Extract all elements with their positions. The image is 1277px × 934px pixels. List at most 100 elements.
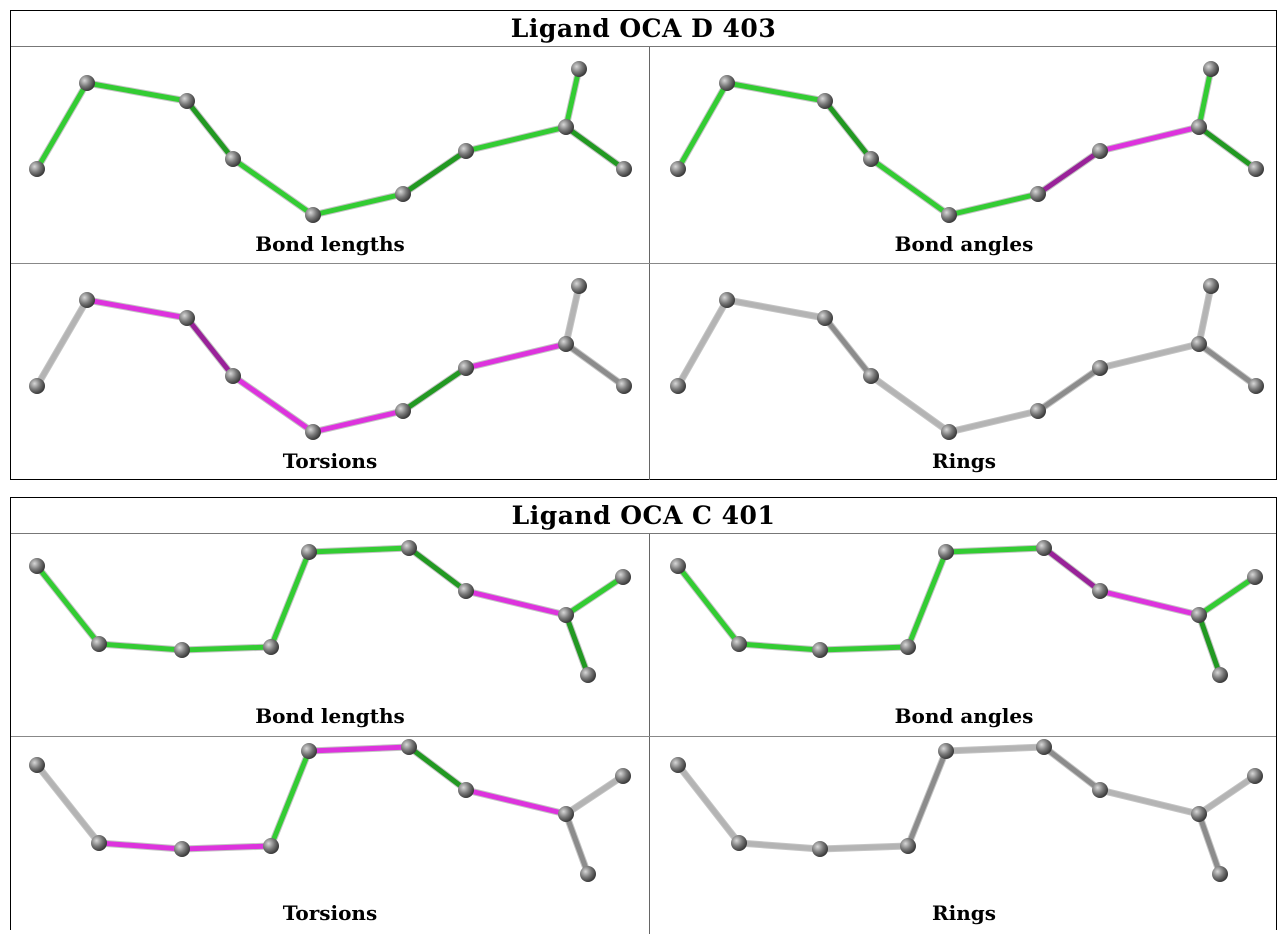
ligand-title: Ligand OCA D 403: [11, 11, 1276, 47]
atom: [225, 151, 241, 167]
row-divider: [11, 263, 1276, 264]
panel-torsions: Torsions: [11, 264, 649, 480]
bond: [463, 787, 569, 817]
atom: [458, 360, 474, 376]
atom: [1030, 186, 1046, 202]
bond: [1196, 124, 1259, 172]
atom: [580, 667, 596, 683]
atom: [263, 838, 279, 854]
atom: [458, 782, 474, 798]
column-divider: [649, 534, 650, 934]
atom: [174, 841, 190, 857]
bond: [1035, 148, 1103, 197]
bond: [400, 365, 469, 414]
bond: [675, 80, 730, 172]
atom: [731, 636, 747, 652]
bond: [822, 315, 874, 379]
atom: [938, 743, 954, 759]
bond: [1196, 574, 1258, 618]
panel-bond-lengths: Bond lengths: [11, 47, 649, 263]
panel-caption: Rings: [931, 901, 996, 925]
atom: [1247, 768, 1263, 784]
panel-caption: Bond angles: [894, 232, 1034, 256]
bond: [868, 373, 952, 435]
bond: [905, 748, 949, 849]
bond: [179, 843, 274, 852]
atom: [616, 161, 632, 177]
atom: [91, 636, 107, 652]
atom: [305, 424, 321, 440]
bond: [822, 98, 874, 162]
molecule-graph: [670, 278, 1264, 440]
atom: [1212, 667, 1228, 683]
atom: [79, 292, 95, 308]
bond: [34, 563, 102, 647]
bond: [736, 840, 823, 852]
atom: [900, 838, 916, 854]
bond: [1196, 773, 1258, 817]
bond: [563, 811, 591, 877]
atom: [1191, 806, 1207, 822]
bond: [406, 744, 469, 793]
bond: [463, 341, 569, 371]
atom: [615, 569, 631, 585]
bond: [724, 80, 828, 104]
atom: [263, 639, 279, 655]
bond: [1196, 811, 1223, 877]
ligand-title: Ligand OCA C 401: [11, 498, 1276, 534]
ligand-table-oca-d-403: Ligand OCA D 403 Bond lengths Bond angle…: [10, 10, 1277, 480]
atom: [1092, 360, 1108, 376]
molecule-graph: [29, 278, 632, 440]
atom: [615, 768, 631, 784]
molecule-graph: [670, 739, 1263, 882]
bond: [817, 644, 911, 653]
bond: [563, 124, 627, 172]
bond: [34, 80, 90, 172]
bond: [563, 283, 582, 347]
bond: [1041, 545, 1103, 594]
bond: [184, 315, 236, 379]
atom: [1030, 403, 1046, 419]
atom: [571, 61, 587, 77]
bond: [184, 98, 236, 162]
atom: [1092, 782, 1108, 798]
bond: [306, 744, 412, 754]
bond: [463, 588, 569, 618]
atom: [812, 841, 828, 857]
panel-caption: Bond lengths: [255, 704, 405, 728]
atom: [719, 292, 735, 308]
atom: [863, 368, 879, 384]
bond: [34, 762, 102, 846]
atom: [1203, 278, 1219, 294]
bond: [310, 408, 406, 435]
atom: [670, 757, 686, 773]
bond: [736, 641, 823, 653]
atom: [719, 75, 735, 91]
atom: [174, 642, 190, 658]
atom: [401, 540, 417, 556]
bond: [1196, 612, 1223, 678]
panel-caption: Bond angles: [894, 704, 1034, 728]
atom: [817, 310, 833, 326]
bond: [946, 191, 1041, 218]
atom: [301, 544, 317, 560]
bond: [96, 641, 185, 653]
atom: [938, 544, 954, 560]
atom: [1247, 569, 1263, 585]
atom: [301, 743, 317, 759]
atom: [179, 93, 195, 109]
atom: [1036, 739, 1052, 755]
panel-caption: Rings: [931, 449, 996, 473]
atom: [29, 378, 45, 394]
atom: [401, 739, 417, 755]
panel-torsions: Torsions: [11, 737, 649, 927]
panel-bond-angles: Bond angles: [650, 47, 1277, 263]
panel-caption: Bond lengths: [255, 232, 405, 256]
atom: [179, 310, 195, 326]
bond: [946, 408, 1041, 435]
bond: [96, 840, 185, 852]
panel-rings: Rings: [650, 737, 1277, 927]
molecule-graph: [29, 739, 631, 882]
ligand-table-oca-c-401: Ligand OCA C 401 Bond lengths Bond angle…: [10, 497, 1277, 934]
atom: [458, 583, 474, 599]
